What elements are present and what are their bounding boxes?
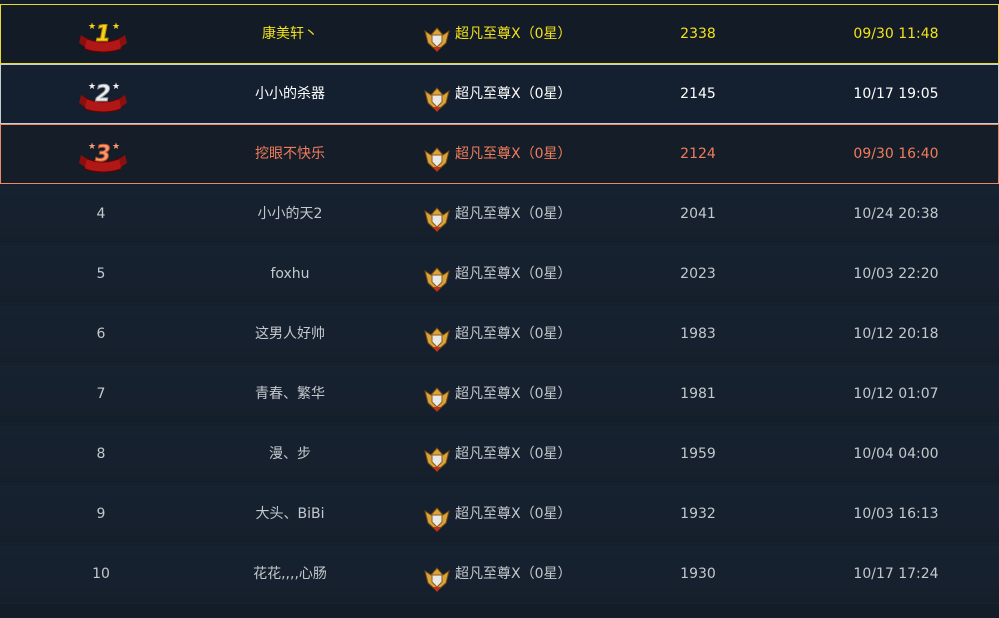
score: 1932 bbox=[680, 506, 716, 522]
tier-cell: 超凡至尊X（0星） bbox=[423, 485, 623, 543]
supreme-tier-medal-icon bbox=[423, 380, 451, 412]
timestamp: 10/17 17:24 bbox=[853, 566, 939, 582]
player-name[interactable]: 这男人好帅 bbox=[255, 326, 325, 342]
score: 2145 bbox=[680, 86, 716, 102]
score: 1983 bbox=[680, 326, 716, 342]
player-name[interactable]: 康美轩丶 bbox=[262, 26, 318, 42]
rank-number: 7 bbox=[96, 386, 106, 402]
leaderboard-table: 1 ★ ★ 康美轩丶 超凡至尊X（0星） 2338 09/30 11:48 2 ★ ★ 小小的杀器超… bbox=[0, 4, 999, 604]
tier-cell: 超凡至尊X（0星） bbox=[423, 305, 623, 363]
svg-text:★: ★ bbox=[112, 142, 120, 152]
tier-label: 超凡至尊X（0星） bbox=[455, 146, 572, 162]
tier-cell: 超凡至尊X（0星） bbox=[423, 425, 623, 483]
player-name[interactable]: 挖眼不快乐 bbox=[255, 146, 325, 162]
svg-text:★: ★ bbox=[88, 82, 96, 92]
supreme-tier-medal-icon bbox=[423, 260, 451, 292]
score: 1959 bbox=[680, 446, 716, 462]
bronze-rank-3-ribbon-icon: 3★ ★ bbox=[79, 142, 127, 173]
rank-number: 6 bbox=[96, 326, 106, 342]
timestamp: 10/12 01:07 bbox=[853, 386, 939, 402]
score: 2023 bbox=[680, 266, 716, 282]
tier-cell: 超凡至尊X（0星） bbox=[423, 125, 623, 183]
timestamp: 10/12 20:18 bbox=[853, 326, 939, 342]
supreme-tier-medal-icon bbox=[423, 560, 451, 592]
rank-number: 2 bbox=[95, 82, 110, 107]
gold-rank-1-ribbon-icon: 1★ ★ bbox=[79, 22, 127, 53]
tier-cell: 超凡至尊X（0星） bbox=[423, 245, 623, 303]
score: 2338 bbox=[680, 26, 716, 42]
score: 2041 bbox=[680, 206, 716, 222]
supreme-tier-medal-icon bbox=[423, 440, 451, 472]
supreme-tier-medal-icon bbox=[423, 320, 451, 352]
timestamp: 10/24 20:38 bbox=[853, 206, 939, 222]
supreme-tier-medal-icon bbox=[423, 80, 451, 112]
supreme-tier-medal-icon bbox=[423, 500, 451, 532]
timestamp: 10/03 22:20 bbox=[853, 266, 939, 282]
tier-cell: 超凡至尊X（0星） bbox=[423, 365, 623, 423]
tier-cell: 超凡至尊X（0星） bbox=[423, 185, 623, 243]
tier-label: 超凡至尊X（0星） bbox=[455, 266, 572, 282]
rank-number: 3 bbox=[95, 142, 110, 167]
table-row[interactable]: 10 花花,,,,心肠 超凡至尊X（0星） 1930 10/17 17:24 bbox=[0, 544, 999, 604]
tier-label: 超凡至尊X（0星） bbox=[455, 26, 572, 42]
rank-number: 1 bbox=[95, 22, 110, 47]
table-row[interactable]: 5 foxhu 超凡至尊X（0星） 2023 10/03 22:20 bbox=[0, 244, 999, 304]
timestamp: 10/03 16:13 bbox=[853, 506, 939, 522]
score: 1981 bbox=[680, 386, 716, 402]
player-name[interactable]: 小小的杀器 bbox=[255, 86, 325, 102]
supreme-tier-medal-icon bbox=[423, 140, 451, 172]
svg-text:★: ★ bbox=[112, 22, 120, 32]
score: 1930 bbox=[680, 566, 716, 582]
tier-label: 超凡至尊X（0星） bbox=[455, 86, 572, 102]
svg-text:★: ★ bbox=[88, 142, 96, 152]
player-name[interactable]: 小小的天2 bbox=[257, 206, 323, 222]
tier-label: 超凡至尊X（0星） bbox=[455, 386, 572, 402]
table-row[interactable]: 6 这男人好帅 超凡至尊X（0星） 1983 10/12 20:18 bbox=[0, 304, 999, 364]
tier-label: 超凡至尊X（0星） bbox=[455, 326, 572, 342]
tier-label: 超凡至尊X（0星） bbox=[455, 206, 572, 222]
table-row[interactable]: 3 ★ ★ 挖眼不快乐 超凡至尊X（0星） 2124 09/30 16:40 bbox=[0, 124, 999, 184]
table-row[interactable]: 4 小小的天2 超凡至尊X（0星） 2041 10/24 20:38 bbox=[0, 184, 999, 244]
svg-text:★: ★ bbox=[112, 82, 120, 92]
svg-text:★: ★ bbox=[88, 22, 96, 32]
rank-number: 9 bbox=[96, 506, 106, 522]
tier-cell: 超凡至尊X（0星） bbox=[423, 65, 623, 123]
silver-rank-2-ribbon-icon: 2★ ★ bbox=[79, 82, 127, 113]
score: 2124 bbox=[680, 146, 716, 162]
player-name[interactable]: 青春、繁华 bbox=[255, 386, 325, 402]
table-row[interactable]: 9 大头、BiBi 超凡至尊X（0星） 1932 10/03 16:13 bbox=[0, 484, 999, 544]
table-row[interactable]: 2 ★ ★ 小小的杀器 超凡至尊X（0星） 2145 10/17 19:05 bbox=[0, 64, 999, 124]
rank-number: 8 bbox=[96, 446, 106, 462]
supreme-tier-medal-icon bbox=[423, 20, 451, 52]
rank-number: 10 bbox=[92, 566, 110, 582]
tier-label: 超凡至尊X（0星） bbox=[455, 506, 572, 522]
timestamp: 10/04 04:00 bbox=[853, 446, 939, 462]
supreme-tier-medal-icon bbox=[423, 200, 451, 232]
timestamp: 09/30 11:48 bbox=[853, 26, 939, 42]
tier-cell: 超凡至尊X（0星） bbox=[423, 5, 623, 63]
rank-number: 4 bbox=[96, 206, 106, 222]
timestamp: 09/30 16:40 bbox=[853, 146, 939, 162]
table-row[interactable]: 1 ★ ★ 康美轩丶 超凡至尊X（0星） 2338 09/30 11:48 bbox=[0, 4, 999, 64]
player-name[interactable]: 大头、BiBi bbox=[255, 506, 325, 522]
table-row[interactable]: 7 青春、繁华 超凡至尊X（0星） 1981 10/12 01:07 bbox=[0, 364, 999, 424]
rank-number: 5 bbox=[96, 266, 106, 282]
table-row[interactable]: 8 漫、步 超凡至尊X（0星） 1959 10/04 04:00 bbox=[0, 424, 999, 484]
player-name[interactable]: 花花,,,,心肠 bbox=[253, 566, 327, 582]
timestamp: 10/17 19:05 bbox=[853, 86, 939, 102]
player-name[interactable]: 漫、步 bbox=[269, 446, 311, 462]
tier-cell: 超凡至尊X（0星） bbox=[423, 545, 623, 603]
player-name[interactable]: foxhu bbox=[270, 266, 310, 282]
tier-label: 超凡至尊X（0星） bbox=[455, 566, 572, 582]
tier-label: 超凡至尊X（0星） bbox=[455, 446, 572, 462]
